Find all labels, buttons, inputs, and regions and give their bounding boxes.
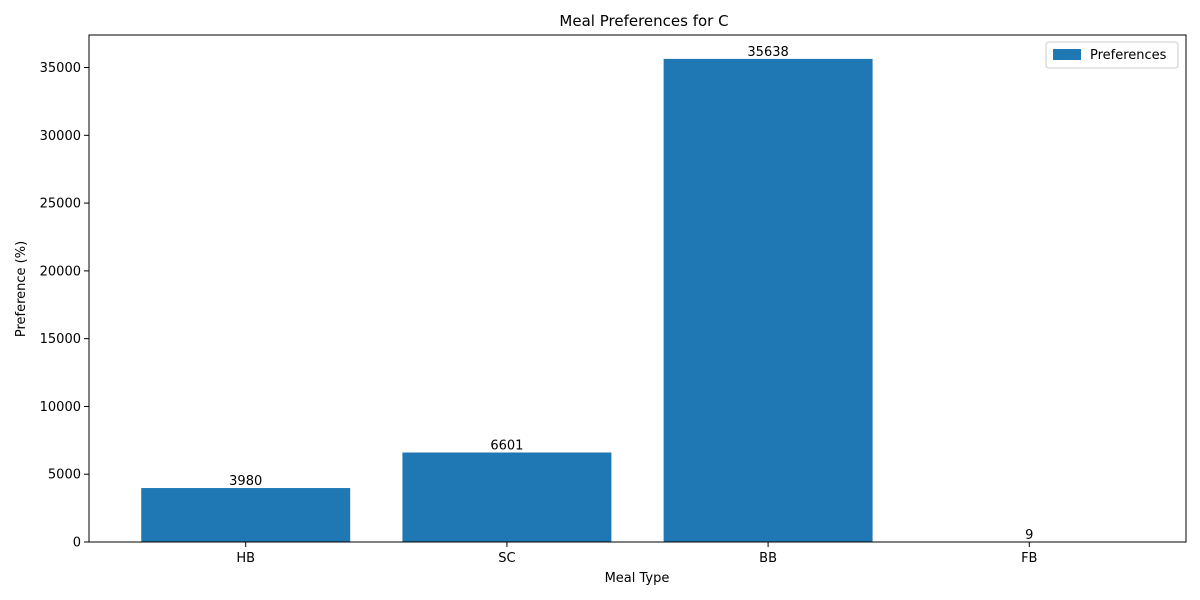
x-tick-label-bb: BB	[759, 551, 777, 566]
x-tick-label-hb: HB	[236, 551, 255, 566]
legend-label: Preferences	[1090, 48, 1167, 63]
bars-group	[141, 58, 1134, 543]
y-tick-label: 5000	[48, 468, 81, 483]
x-tick-label-sc: SC	[498, 551, 515, 566]
bar-sc	[402, 452, 612, 542]
y-axis: 0 5000 10000 15000 20000 25000 30000 35000	[40, 61, 89, 551]
y-tick-label: 15000	[40, 332, 81, 347]
bar-bb	[663, 58, 873, 543]
legend: Preferences	[1045, 41, 1179, 69]
data-label-hb: 3980	[229, 474, 262, 489]
y-tick-label: 35000	[40, 61, 81, 76]
y-tick-label: 0	[73, 536, 81, 551]
y-tick-label: 25000	[40, 197, 81, 212]
y-tick-label: 10000	[40, 400, 81, 415]
x-axis: HB SC BB FB	[236, 542, 1037, 566]
data-label-sc: 6601	[490, 439, 523, 454]
y-axis-label: Preference (%)	[14, 241, 29, 337]
plot-area-frame	[88, 34, 1187, 543]
y-tick-label: 20000	[40, 264, 81, 279]
legend-frame	[1045, 41, 1179, 69]
x-axis-label: Meal Type	[605, 571, 670, 586]
data-label-bb: 35638	[747, 45, 788, 60]
y-tick-label: 30000	[40, 129, 81, 144]
data-label-fb: 9	[1025, 528, 1033, 543]
x-tick-label-fb: FB	[1021, 551, 1037, 566]
chart-title: Meal Preferences for C	[559, 12, 728, 30]
legend-swatch	[1053, 49, 1081, 60]
data-labels-group: 3980 6601 35638 9	[229, 45, 1033, 543]
bar-hb	[141, 488, 351, 542]
